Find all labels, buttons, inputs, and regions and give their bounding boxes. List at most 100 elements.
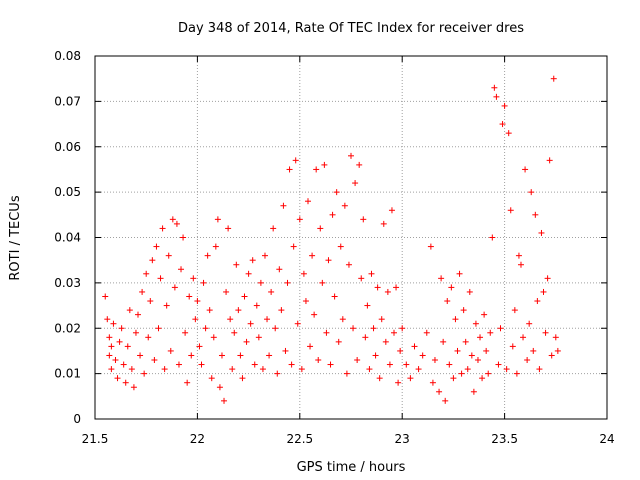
data-point <box>249 257 256 264</box>
data-point <box>505 130 512 137</box>
data-point <box>304 198 311 205</box>
data-point <box>329 211 336 218</box>
data-point <box>552 334 559 341</box>
y-tick-label: 0.05 <box>54 185 81 199</box>
data-point <box>384 288 391 295</box>
data-point <box>243 338 250 345</box>
data-point <box>337 243 344 250</box>
data-point <box>415 366 422 373</box>
data-point <box>212 243 219 250</box>
data-point <box>112 357 119 364</box>
axis-ticks <box>94 55 608 420</box>
data-point <box>288 361 295 368</box>
data-point <box>530 347 537 354</box>
data-point <box>511 307 518 314</box>
data-point <box>182 329 189 336</box>
data-point <box>292 157 299 164</box>
data-point <box>321 161 328 168</box>
x-tick-label: 24 <box>599 432 614 446</box>
data-point <box>149 257 156 264</box>
data-point <box>487 329 494 336</box>
data-point <box>448 284 455 291</box>
data-point <box>364 302 371 309</box>
data-point <box>474 357 481 364</box>
data-point <box>403 361 410 368</box>
data-point <box>472 320 479 327</box>
data-point <box>210 334 217 341</box>
data-point <box>317 225 324 232</box>
data-point <box>395 379 402 386</box>
data-point <box>225 225 232 232</box>
data-point <box>354 357 361 364</box>
data-point <box>436 388 443 395</box>
data-point <box>259 366 266 373</box>
data-point <box>352 180 359 187</box>
data-point <box>171 284 178 291</box>
data-point <box>470 388 477 395</box>
data-point <box>266 352 273 359</box>
data-point <box>169 216 176 223</box>
data-point <box>104 316 111 323</box>
data-point <box>509 343 516 350</box>
data-point <box>343 370 350 377</box>
x-tick-label: 22.5 <box>286 432 313 446</box>
data-point <box>286 166 293 173</box>
data-point <box>356 161 363 168</box>
data-point <box>278 307 285 314</box>
data-point <box>313 166 320 173</box>
data-point <box>231 329 238 336</box>
data-point <box>540 288 547 295</box>
data-point <box>483 347 490 354</box>
data-point <box>180 234 187 241</box>
data-point <box>362 334 369 341</box>
data-point <box>116 338 123 345</box>
data-point <box>532 211 539 218</box>
data-point <box>331 293 338 300</box>
data-point <box>157 275 164 282</box>
y-tick-label: 0.07 <box>54 94 81 108</box>
data-point <box>290 243 297 250</box>
data-point <box>190 275 197 282</box>
data-point <box>282 347 289 354</box>
data-point <box>456 270 463 277</box>
data-point <box>370 325 377 332</box>
data-point <box>440 338 447 345</box>
data-point <box>315 357 322 364</box>
data-point <box>120 361 127 368</box>
data-point <box>137 352 144 359</box>
data-point <box>167 347 174 354</box>
data-point <box>124 343 131 350</box>
data-point <box>253 302 260 309</box>
data-point <box>151 357 158 364</box>
data-point <box>108 343 115 350</box>
data-point <box>458 370 465 377</box>
data-point <box>423 329 430 336</box>
data-point <box>345 261 352 268</box>
data-point <box>450 375 457 382</box>
data-point <box>411 343 418 350</box>
data-point <box>380 220 387 227</box>
data-point <box>427 243 434 250</box>
data-point <box>522 166 529 173</box>
data-point <box>515 252 522 259</box>
data-point <box>302 298 309 305</box>
data-point <box>194 298 201 305</box>
data-point <box>309 252 316 259</box>
data-point <box>118 325 125 332</box>
data-point <box>481 311 488 318</box>
data-point <box>268 288 275 295</box>
data-point <box>284 279 291 286</box>
x-tick-label: 23.5 <box>491 432 518 446</box>
data-point <box>333 189 340 196</box>
data-point <box>141 370 148 377</box>
data-point <box>159 225 166 232</box>
data-point <box>192 316 199 323</box>
data-point <box>513 370 520 377</box>
scatter-points <box>102 75 561 404</box>
data-point <box>122 379 129 386</box>
data-point <box>499 121 506 128</box>
data-point <box>526 320 533 327</box>
data-point <box>202 325 209 332</box>
data-point <box>126 307 133 314</box>
